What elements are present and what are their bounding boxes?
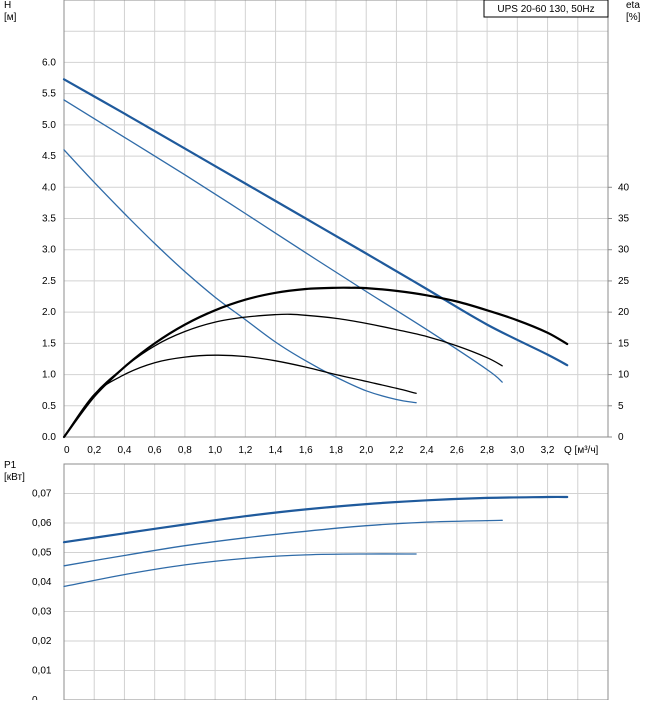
x-tick-label: 2,6 [450, 445, 464, 456]
p1-tick-label: 0,05 [32, 548, 52, 559]
y-tick-label: 4.0 [42, 182, 56, 193]
y-tick-label: 5.0 [42, 120, 56, 131]
y-tick-label: 3.5 [42, 214, 56, 225]
x-tick-label: 3,2 [541, 445, 555, 456]
p1-axis-label: P1 [4, 460, 17, 471]
y2-axis-unit: [%] [626, 12, 641, 23]
eta-speed-1-curve [63, 354, 417, 438]
x-tick-label: 1,6 [299, 445, 313, 456]
p1-axis-unit: [кВт] [4, 472, 25, 483]
x-tick-label: 2,4 [420, 445, 434, 456]
y2-tick-label: 5 [618, 401, 624, 412]
y2-tick-label: 15 [618, 338, 630, 349]
top-grid [63, 0, 609, 438]
p1-tick-label: 0,03 [32, 607, 52, 618]
p1-tick-label: 0,01 [32, 666, 52, 677]
y-axis-label: H [4, 0, 11, 11]
y-tick-label: 0.0 [42, 432, 56, 443]
x-axis-label: Q [м³/ч] [564, 445, 599, 456]
x-tick-label: 1,2 [238, 445, 252, 456]
x-tick-label: 0,2 [87, 445, 101, 456]
y-tick-label: 1.5 [42, 338, 56, 349]
x-tick-label: 0,4 [117, 445, 131, 456]
x-tick-label: 0 [64, 445, 70, 456]
p1-tick-label: 0,02 [32, 636, 52, 647]
x-tick-label: 0,8 [178, 445, 192, 456]
x-tick-label: 2,0 [359, 445, 373, 456]
x-tick-label: 2,8 [480, 445, 494, 456]
y-tick-label: 1.0 [42, 370, 56, 381]
x-tick-label: 1,4 [269, 445, 283, 456]
chart-title: UPS 20-60 130, 50Hz [497, 4, 594, 15]
y-tick-label: 4.5 [42, 151, 56, 162]
y-tick-label: 5.5 [42, 89, 56, 100]
y-tick-label: 2.5 [42, 276, 56, 287]
eta-speed-3-curve [62, 286, 569, 439]
eta-speed-2-curve [63, 313, 503, 438]
h-speed-3-curve [62, 78, 569, 367]
y2-tick-label: 25 [618, 276, 630, 287]
y-tick-label: 3.0 [42, 245, 56, 256]
p1-tick-label: 0,07 [32, 489, 52, 500]
bottom-grid [63, 463, 609, 701]
p1-tick-label: 0,04 [32, 577, 52, 588]
y-tick-label: 2.0 [42, 307, 56, 318]
p1-speed-2-curve [63, 519, 503, 567]
title-box: UPS 20-60 130, 50Hz [483, 0, 609, 18]
y-axis-unit: [м] [4, 12, 17, 23]
x-tick-label: 2,2 [389, 445, 403, 456]
x-tick-label: 1,0 [208, 445, 222, 456]
y2-tick-label: 20 [618, 307, 630, 318]
x-tick-label: 1,8 [329, 445, 343, 456]
x-tick-label: 3,0 [510, 445, 524, 456]
y2-tick-label: 30 [618, 245, 630, 256]
p1-tick-label: 0 [32, 695, 38, 700]
x-tick-label: 0,6 [148, 445, 162, 456]
y2-axis-label: eta [626, 0, 640, 11]
top-tick-labels: 0.0 0.5 1.0 1.5 2.0 2.5 3.0 3.5 4.0 4.5 5.0 5.5 6.0 0… [42, 57, 630, 456]
p1-tick-label: 0,06 [32, 518, 52, 529]
p1-speed-1-curve [63, 553, 417, 588]
y2-tick-label: 10 [618, 370, 630, 381]
y-tick-label: 6.0 [42, 57, 56, 68]
p1-speed-3-curve [62, 495, 569, 544]
y2-tick-label: 40 [618, 182, 630, 193]
y-tick-label: 0.5 [42, 401, 56, 412]
h-speed-2-curve [63, 99, 503, 383]
h-speed-1-curve [63, 149, 417, 404]
y2-tick-label: 35 [618, 214, 630, 225]
top-series [62, 78, 569, 439]
y2-tick-label: 0 [618, 432, 624, 443]
bottom-tick-labels: 0 0,01 0,02 0,03 0,04 0,05 0,06 0,07 [32, 489, 52, 705]
bottom-series [62, 495, 569, 588]
